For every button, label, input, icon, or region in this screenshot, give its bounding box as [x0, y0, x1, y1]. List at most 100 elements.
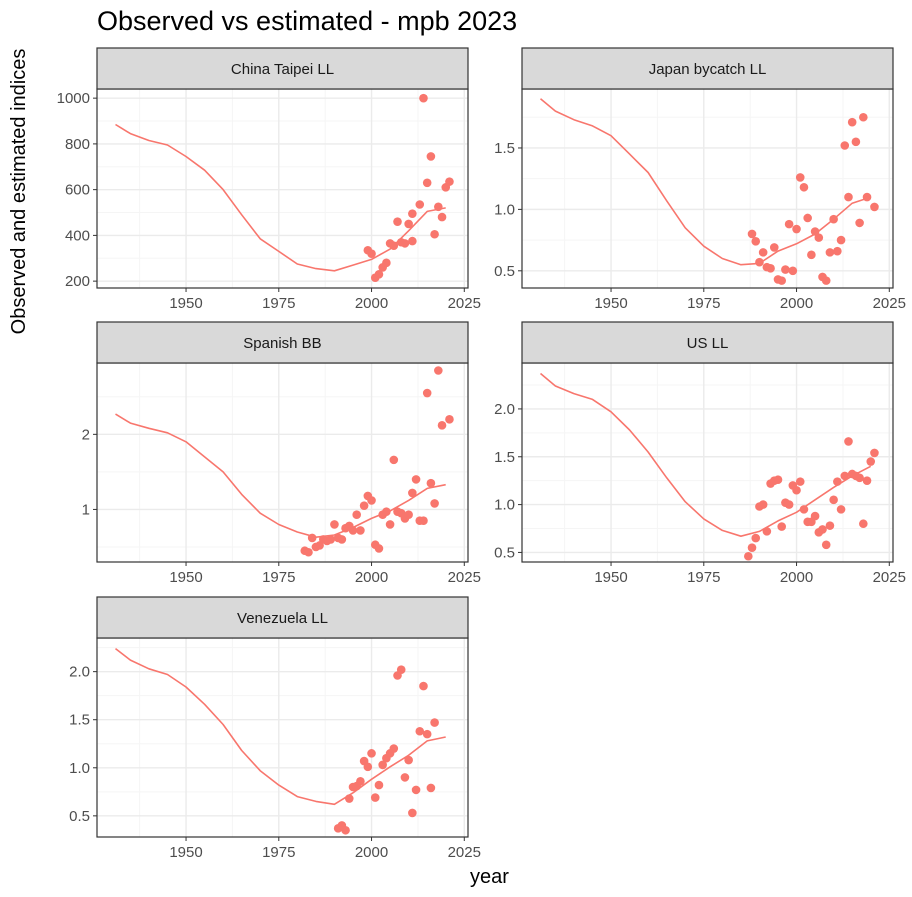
y-tick-label: 2.0 — [494, 401, 515, 418]
observed-point — [747, 229, 757, 239]
y-tick-label: 400 — [65, 227, 90, 244]
observed-point — [356, 526, 365, 535]
page-title: Observed vs estimated - mpb 2023 — [97, 6, 518, 36]
observed-point — [389, 241, 399, 250]
observed-point — [836, 505, 846, 514]
observed-point — [422, 729, 432, 739]
y-tick-label: 1.5 — [69, 712, 90, 729]
y-tick-label: 1000 — [57, 90, 90, 107]
y-tick-label: 1.0 — [494, 497, 515, 514]
x-tick-label: 2000 — [780, 295, 813, 312]
x-tick-label: 1975 — [262, 295, 295, 312]
observed-point — [344, 794, 354, 803]
observed-point — [374, 269, 384, 279]
panel-us-ll: US LL 1950 1975 2000 2025 0.5 1.0 1.5 2.0 — [494, 321, 906, 586]
x-tick-label: 2025 — [873, 569, 906, 586]
observed-point — [799, 505, 809, 514]
observed-point — [437, 212, 447, 222]
observed-point — [799, 182, 809, 192]
y-tick-label: 800 — [65, 136, 90, 153]
observed-point — [862, 192, 872, 202]
y-tick-label: 1.0 — [494, 201, 515, 218]
observed-point — [437, 421, 447, 430]
observed-point — [396, 665, 406, 675]
observed-point — [855, 218, 864, 228]
observed-point — [747, 543, 757, 552]
estimated-line — [539, 372, 872, 537]
x-tick-label: 1950 — [169, 844, 202, 861]
observed-point — [430, 718, 439, 727]
observed-point — [833, 477, 842, 486]
x-tick-label: 2025 — [448, 569, 481, 586]
panel-venezuela-ll: Venezuela LL 1950 1975 2000 2025 0.5 1.0 1.5 2.0 — [69, 596, 481, 861]
y-tick-label: 1.0 — [69, 760, 90, 777]
strip-label: Japan bycatch LL — [649, 61, 767, 78]
estimated-line — [115, 123, 446, 272]
observed-point — [356, 776, 365, 786]
observed-point — [751, 237, 761, 246]
x-tick-label: 2000 — [355, 295, 388, 312]
observed-point — [363, 762, 373, 772]
observed-point — [862, 476, 872, 485]
strip-label: China Taipei LL — [231, 61, 334, 78]
strip-label: Venezuela LL — [237, 610, 328, 627]
x-tick-label: 1975 — [262, 569, 295, 586]
observed-point — [825, 248, 835, 257]
observed-point — [803, 213, 812, 223]
observed-point — [795, 173, 805, 182]
strip-spanish-bb — [96, 321, 469, 364]
observed-point — [426, 478, 436, 488]
observed-point — [784, 219, 794, 229]
y-tick-label: 0.5 — [494, 544, 515, 561]
strip-china-taipei-ll — [96, 47, 469, 90]
observed-point — [870, 202, 879, 212]
observed-point — [352, 510, 362, 519]
x-tick-label: 2025 — [873, 295, 906, 312]
x-tick-label: 1975 — [687, 295, 720, 312]
observed-point — [408, 808, 417, 818]
observed-point — [821, 540, 831, 550]
x-tick-label: 2000 — [780, 569, 813, 586]
x-tick-label: 1950 — [169, 569, 202, 586]
y-tick-label: 0.5 — [69, 808, 90, 825]
observed-point — [844, 437, 853, 446]
strip-label: US LL — [687, 335, 729, 352]
panel-spanish-bb: Spanish BB 1950 1975 2000 2025 1 2 — [82, 321, 481, 586]
observed-point — [766, 264, 775, 273]
observed-point — [445, 177, 454, 186]
y-tick-label: 0.5 — [494, 263, 515, 280]
x-tick-label: 2000 — [355, 844, 388, 861]
observed-point — [415, 726, 425, 736]
y-tick-label: 200 — [65, 273, 90, 290]
panel-background — [97, 363, 468, 562]
observed-point — [781, 265, 790, 274]
observed-point — [408, 209, 417, 218]
observed-point — [382, 507, 391, 516]
observed-point — [855, 473, 864, 483]
observed-point — [400, 773, 410, 782]
observed-point — [430, 229, 439, 239]
observed-point — [404, 219, 413, 229]
observed-point — [341, 825, 350, 835]
observed-point — [844, 192, 853, 202]
observed-point — [866, 457, 876, 466]
strip-japan-bycatch-ll — [521, 47, 894, 90]
strip-label: Spanish BB — [243, 335, 321, 352]
observed-point — [755, 257, 764, 267]
observed-point — [348, 526, 358, 535]
strip-venezuela-ll — [96, 596, 469, 639]
x-tick-label: 1950 — [594, 295, 627, 312]
observed-point — [773, 475, 783, 485]
y-tick-label: 1.5 — [494, 449, 515, 466]
x-tick-label: 1975 — [262, 844, 295, 861]
observed-point — [337, 535, 347, 544]
panel-background — [522, 89, 893, 288]
observed-point — [422, 388, 432, 398]
observed-point — [777, 522, 786, 531]
observed-point — [426, 783, 436, 793]
observed-point — [415, 200, 425, 209]
observed-point — [829, 495, 838, 505]
y-tick-label: 600 — [65, 182, 90, 199]
observed-point — [419, 93, 428, 103]
